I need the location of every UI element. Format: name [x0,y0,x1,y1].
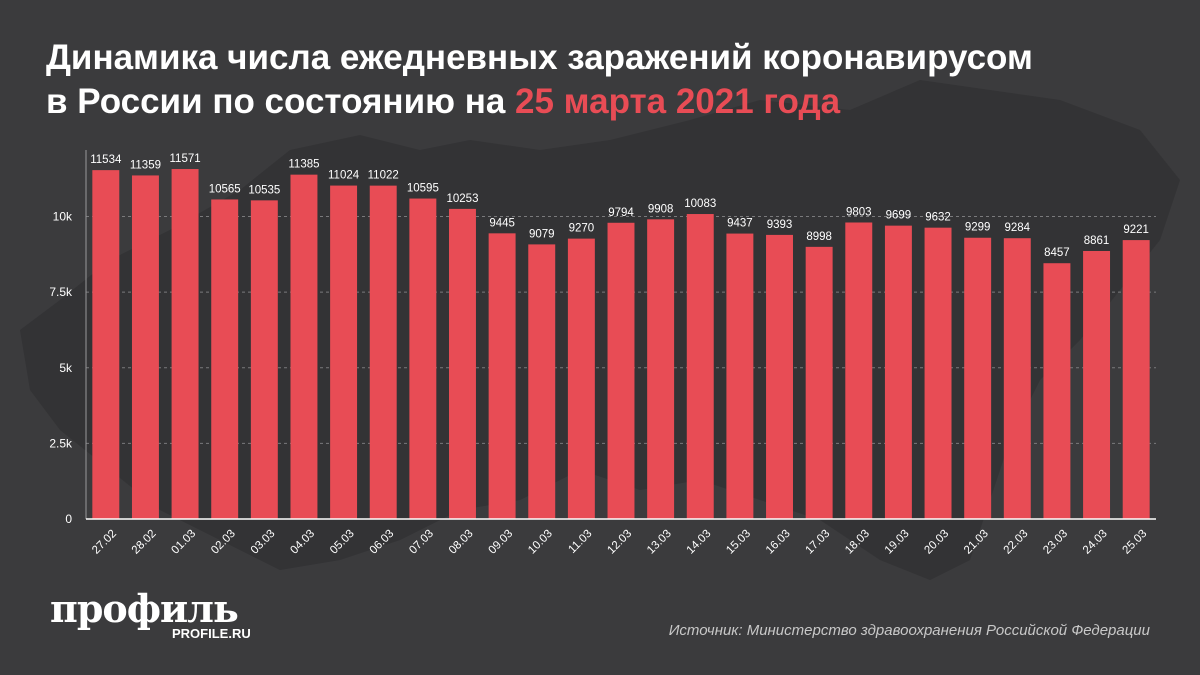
data-label: 9908 [648,203,674,215]
data-label: 10535 [248,184,280,196]
x-tick-label: 04.03 [288,528,317,557]
data-label: 10565 [209,183,241,195]
x-tick-label: 12.03 [605,528,634,557]
bar [686,214,714,519]
bar [726,233,754,519]
data-label: 10253 [446,193,478,205]
data-label: 8861 [1084,235,1110,247]
bar [211,199,239,520]
y-axis-ticks: 0 2.5k 5k 7.5k 10k [49,210,73,526]
bar [647,219,675,519]
data-labels: 11534 11359 11571 10565 10535 11385 11024 11022… [90,153,1149,259]
bar [171,169,199,520]
data-label: 9270 [569,223,595,235]
bar [607,222,635,519]
x-tick-label: 28.02 [130,528,159,557]
bars [92,169,1150,520]
bar [1003,238,1031,519]
data-label: 11022 [368,170,399,182]
bar [1122,240,1150,519]
x-tick-label: 05.03 [328,528,357,557]
data-label: 11571 [170,153,201,165]
bar [766,234,793,519]
title-line-1: Динамика числа ежедневных заражений коро… [46,38,1033,77]
data-label: 9632 [925,212,951,224]
bar [567,238,595,520]
data-label: 9393 [767,219,793,231]
data-label: 9284 [1004,222,1030,234]
y-tick-label: 0 [65,512,72,526]
bar [330,185,358,519]
data-label: 11024 [328,170,360,182]
data-label: 9803 [846,206,872,218]
page-title: Динамика числа ежедневных заражений коро… [46,36,1166,124]
x-tick-label: 21.03 [962,528,991,557]
bar [290,174,318,520]
data-label: 8457 [1044,247,1070,259]
x-tick-label: 25.03 [1121,528,1150,557]
data-label: 8998 [806,231,832,243]
data-label: 10595 [407,183,439,195]
y-tick-label: 7.5k [49,285,73,299]
profile-url[interactable]: PROFILE.RU [172,626,251,641]
bar [488,233,516,519]
data-label: 11359 [130,159,161,171]
x-axis-ticks: 27.02 28.02 01.03 02.03 03.03 04.03 05.03 06.03… [90,528,1149,557]
bar [1083,250,1111,519]
x-tick-label: 11.03 [566,528,594,556]
x-tick-label: 03.03 [249,528,278,557]
x-tick-label: 13.03 [645,528,674,557]
bar [805,246,833,519]
data-label: 9299 [965,222,991,234]
data-label: 9221 [1123,224,1149,236]
profile-logo: профиль [50,586,239,631]
x-tick-label: 07.03 [407,528,436,557]
data-label: 9079 [529,228,555,240]
y-tick-label: 10k [53,210,73,224]
bar [250,200,278,519]
bar [409,198,437,519]
x-tick-label: 24.03 [1081,528,1110,557]
x-tick-label: 02.03 [209,528,238,557]
x-tick-label: 20.03 [922,528,951,557]
data-label: 10083 [684,198,716,210]
x-tick-label: 17.03 [804,528,833,557]
data-label: 9437 [727,218,753,230]
y-tick-label: 5k [59,361,73,375]
bar [369,185,397,519]
bar [528,244,556,519]
x-tick-label: 27.02 [90,528,119,557]
title-date-accent: 25 марта 2021 года [515,82,841,121]
x-tick-label: 06.03 [368,528,397,557]
source-note: Источник: Министерство здравоохранения Р… [668,622,1150,639]
x-tick-label: 08.03 [447,528,476,557]
x-tick-label: 18.03 [843,528,872,557]
x-tick-label: 22.03 [1002,528,1031,557]
x-tick-label: 19.03 [883,528,912,557]
data-label: 11534 [90,154,122,166]
x-tick-label: 15.03 [724,528,753,557]
bar [924,227,952,519]
data-label: 9445 [489,217,515,229]
x-tick-label: 16.03 [764,528,793,557]
title-line-2-prefix: в России по состоянию на [46,82,516,121]
data-label: 9794 [608,207,634,219]
x-tick-label: 10.03 [526,528,555,557]
x-tick-label: 09.03 [486,528,515,557]
x-tick-label: 01.03 [169,528,198,557]
bar [845,222,873,519]
y-tick-label: 2.5k [49,436,73,450]
x-tick-label: 14.03 [685,528,714,557]
bar [92,170,120,519]
data-label: 11385 [288,159,319,171]
bar [131,175,159,519]
bar [964,237,992,520]
bar [1043,263,1071,519]
bar [884,225,912,519]
x-tick-label: 23.03 [1041,528,1070,557]
data-label: 9699 [886,210,912,222]
bar [449,208,476,519]
